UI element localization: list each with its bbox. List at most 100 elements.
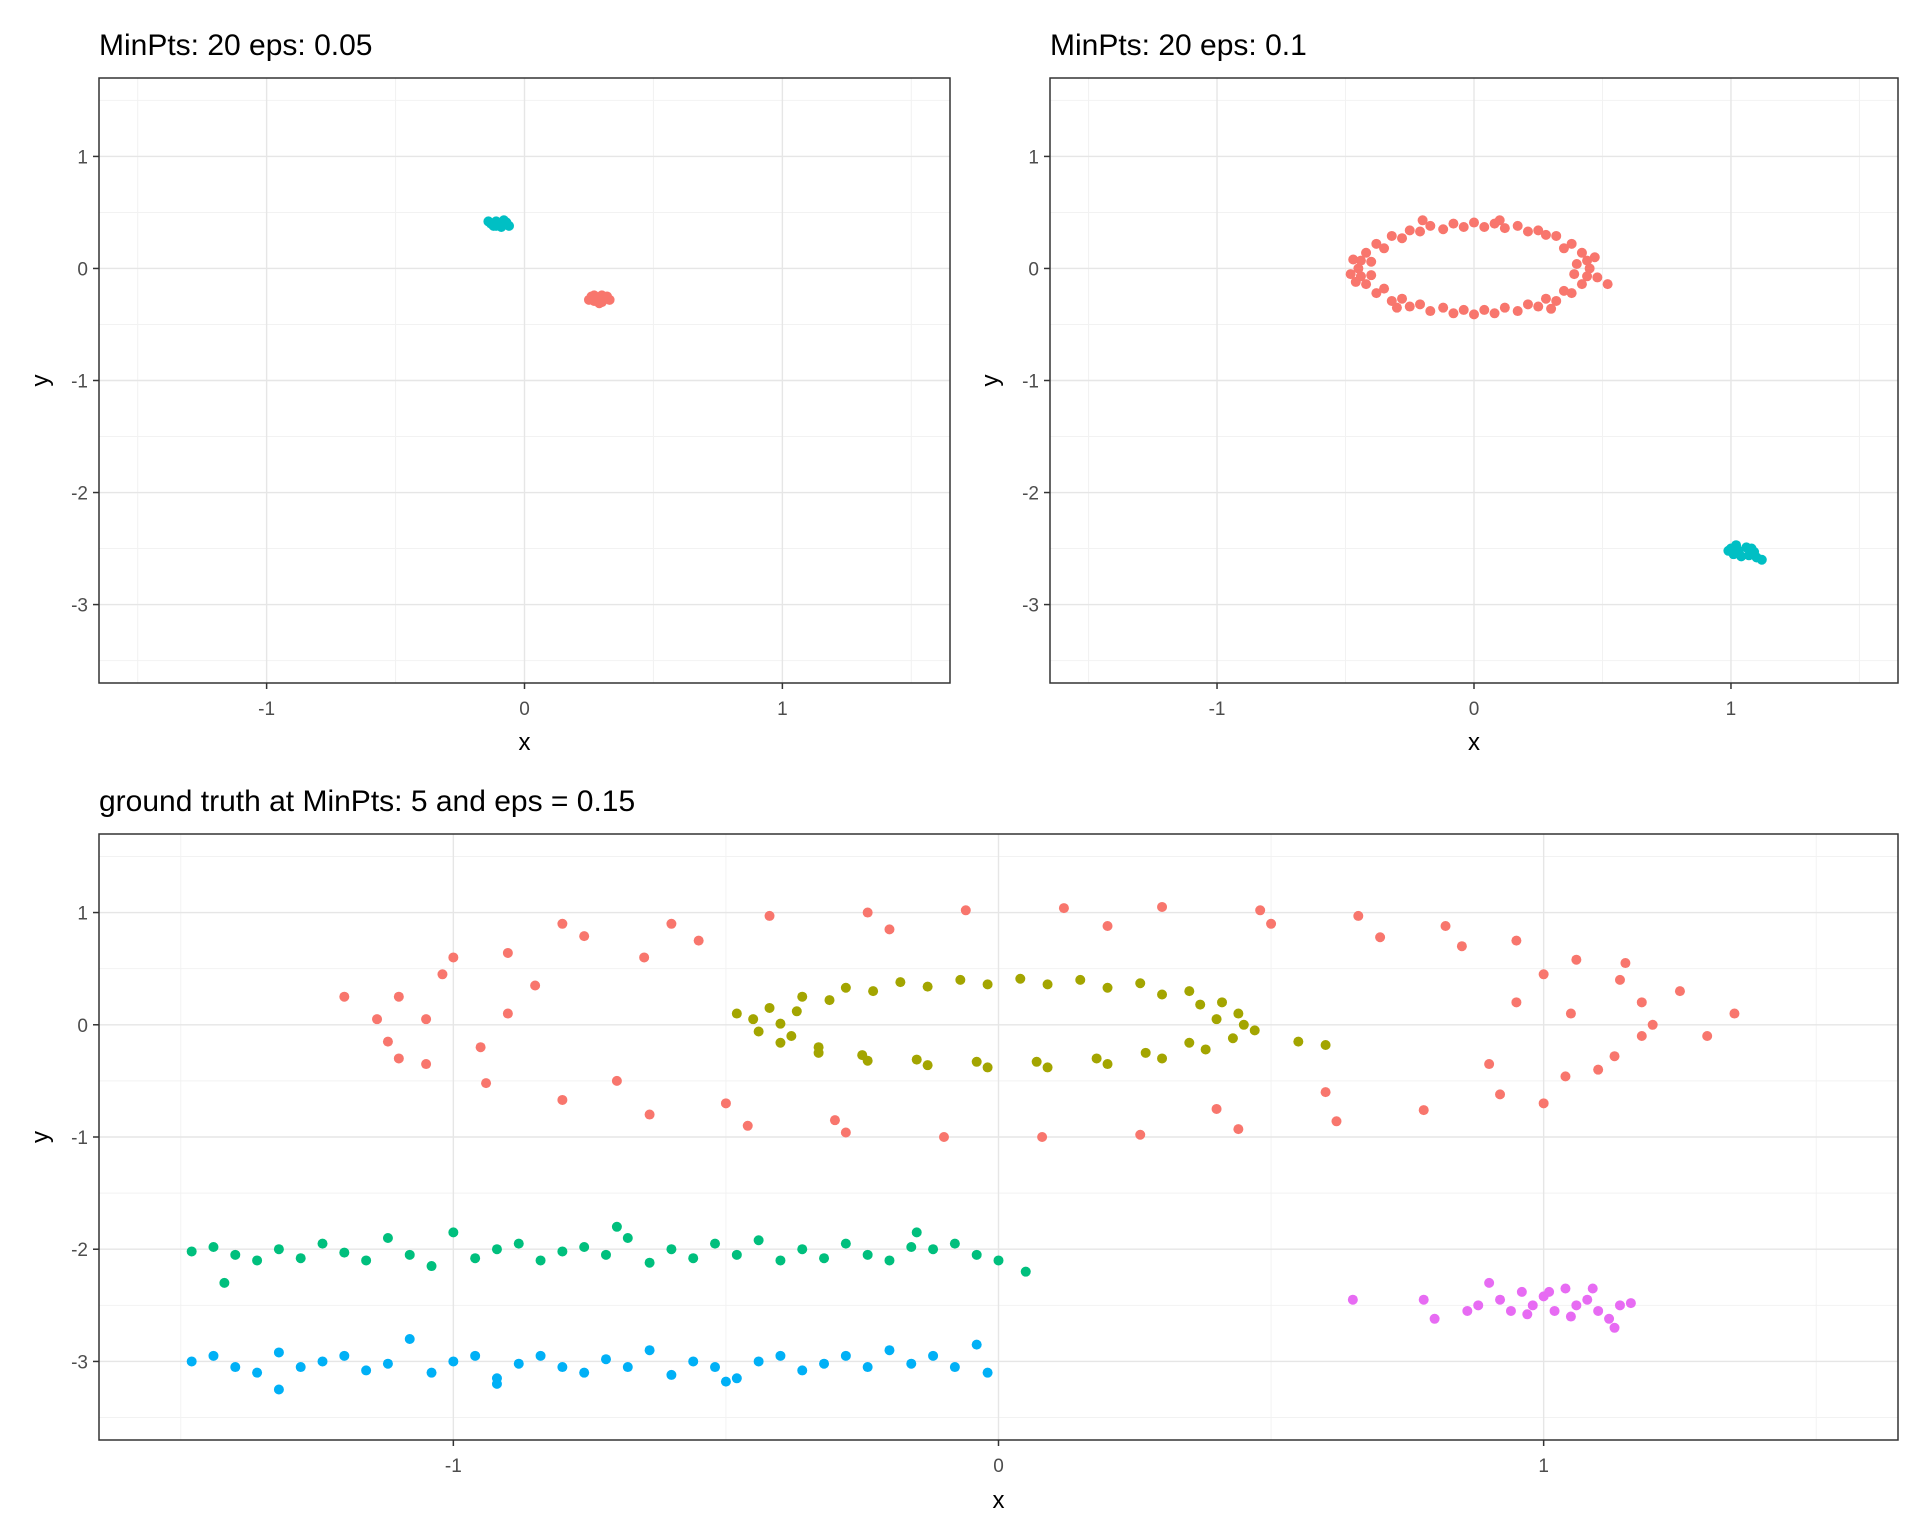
data-point-series-2 — [922, 1060, 933, 1071]
data-point-series-2 — [1238, 1019, 1249, 1030]
data-point-series-2 — [982, 1062, 993, 1073]
data-point-series-2 — [1031, 1056, 1042, 1067]
data-point-series-1 — [1609, 1051, 1620, 1062]
data-point-series-1 — [1566, 288, 1577, 299]
data-point-series-2 — [1756, 554, 1767, 565]
data-point-series-2 — [1042, 1062, 1053, 1073]
data-point-series-1 — [1345, 269, 1356, 280]
data-point-series-1 — [1425, 220, 1436, 231]
data-point-series-1 — [1593, 1064, 1604, 1075]
data-point-series-1 — [1592, 272, 1603, 283]
y-tick-label: -1 — [71, 1128, 88, 1149]
y-tick-label: -1 — [71, 372, 88, 393]
data-point-series-4 — [382, 1358, 393, 1369]
x-tick-label: -1 — [258, 699, 275, 720]
data-point-series-1 — [1404, 225, 1415, 236]
data-point-series-1 — [1415, 226, 1426, 237]
data-point-series-3 — [819, 1253, 830, 1264]
data-point-series-1 — [382, 1036, 393, 1047]
data-point-series-3 — [491, 1244, 502, 1255]
scatter-panel-1: -1 0 1 1 0 -1 -2 -3 MinPts: 20 eps: 0.05 x y — [27, 29, 951, 756]
data-point-series-5 — [1462, 1305, 1473, 1316]
data-point-series-2 — [971, 1056, 982, 1067]
data-point-series-4 — [600, 1354, 611, 1365]
data-point-series-4 — [731, 1373, 742, 1384]
data-point-series-4 — [819, 1358, 830, 1369]
data-point-series-2 — [786, 1031, 797, 1041]
data-point-series-4 — [295, 1362, 306, 1373]
data-point-series-2 — [1184, 986, 1195, 997]
y-axis-title: y — [977, 375, 1004, 387]
y-tick-label: -2 — [71, 1240, 88, 1261]
data-point-series-1 — [1576, 247, 1587, 258]
data-point-series-1 — [421, 1014, 432, 1025]
data-point-series-1 — [1489, 308, 1500, 319]
data-point-series-1 — [1589, 252, 1600, 263]
data-point-series-1 — [421, 1059, 432, 1070]
data-point-series-4 — [688, 1356, 699, 1367]
data-point-series-1 — [475, 1042, 486, 1053]
data-point-series-3 — [230, 1249, 241, 1260]
data-point-series-1 — [1366, 270, 1377, 281]
data-point-series-4 — [186, 1356, 197, 1367]
data-point-series-1 — [1538, 969, 1549, 980]
data-point-series-1 — [1533, 225, 1544, 236]
data-point-series-1 — [1533, 301, 1544, 312]
data-point-series-3 — [404, 1249, 415, 1260]
data-point-series-1 — [1037, 1132, 1048, 1142]
data-point-series-2 — [1227, 1033, 1238, 1044]
data-point-series-4 — [775, 1350, 786, 1361]
data-point-series-2 — [1157, 989, 1168, 1000]
data-point-series-1 — [530, 980, 541, 991]
data-point-series-5 — [1527, 1300, 1538, 1311]
y-tick-label: 1 — [77, 147, 88, 168]
data-point-series-1 — [1522, 299, 1533, 310]
data-point-series-1 — [1404, 301, 1415, 312]
data-point-series-1 — [1558, 243, 1569, 254]
data-point-series-1 — [611, 1075, 622, 1086]
data-point-series-2 — [1091, 1053, 1102, 1064]
data-point-series-2 — [764, 1002, 775, 1013]
data-point-series-5 — [1565, 1311, 1576, 1322]
data-point-series-1 — [1582, 271, 1593, 282]
data-point-series-1 — [393, 991, 404, 1002]
data-point-series-3 — [339, 1247, 350, 1258]
data-point-series-1 — [1366, 256, 1377, 267]
data-point-series-3 — [1020, 1266, 1031, 1277]
data-point-series-2 — [1075, 974, 1086, 985]
data-point-series-1 — [1511, 935, 1522, 946]
data-point-series-4 — [557, 1362, 568, 1373]
data-point-series-5 — [1560, 1283, 1571, 1294]
data-point-series-3 — [295, 1253, 306, 1264]
data-point-series-2 — [748, 1014, 759, 1025]
data-point-series-3 — [208, 1241, 219, 1252]
data-point-series-1 — [742, 1120, 753, 1131]
data-point-series-1 — [1371, 238, 1382, 249]
data-point-series-4 — [535, 1350, 546, 1361]
data-point-series-1 — [1522, 226, 1533, 237]
data-point-series-1 — [1729, 1008, 1740, 1019]
data-point-series-4 — [448, 1356, 459, 1367]
data-point-series-1 — [1386, 230, 1397, 241]
y-axis-title: y — [27, 375, 54, 387]
data-point-series-2 — [1102, 982, 1113, 993]
data-point-series-3 — [775, 1255, 786, 1266]
data-point-series-2 — [840, 982, 851, 993]
data-point-series-2 — [1184, 1037, 1195, 1048]
data-point-series-5 — [1582, 1294, 1593, 1305]
data-point-series-1 — [1355, 255, 1366, 266]
data-point-series-1 — [1255, 905, 1266, 916]
data-point-series-2 — [1042, 979, 1053, 990]
data-point-series-5 — [1495, 1294, 1506, 1305]
data-point-series-3 — [219, 1277, 230, 1288]
data-point-series-5 — [1429, 1313, 1440, 1324]
data-point-series-3 — [840, 1238, 851, 1249]
data-point-series-2 — [1195, 999, 1206, 1010]
data-point-series-4 — [404, 1334, 415, 1344]
data-point-series-1 — [1647, 1019, 1658, 1030]
panel-title: MinPts: 20 eps: 0.1 — [1050, 29, 1307, 62]
data-point-series-3 — [317, 1238, 328, 1249]
data-point-series-2 — [911, 1054, 922, 1065]
data-point-series-4 — [273, 1347, 284, 1358]
data-point-series-1 — [1102, 921, 1113, 932]
